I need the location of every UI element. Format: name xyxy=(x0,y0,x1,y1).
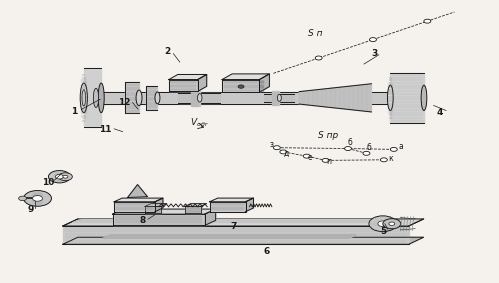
Text: п: п xyxy=(326,157,331,166)
Polygon shape xyxy=(114,202,155,212)
Polygon shape xyxy=(113,214,205,226)
Polygon shape xyxy=(113,209,216,214)
Circle shape xyxy=(363,151,370,155)
Text: б: б xyxy=(347,138,352,147)
Text: к: к xyxy=(388,154,393,163)
Circle shape xyxy=(322,158,329,162)
Polygon shape xyxy=(145,206,161,213)
Text: д: д xyxy=(283,149,288,158)
Polygon shape xyxy=(99,92,409,104)
Circle shape xyxy=(280,150,287,154)
Polygon shape xyxy=(191,89,200,106)
Polygon shape xyxy=(185,206,201,213)
Ellipse shape xyxy=(136,90,142,106)
Polygon shape xyxy=(84,68,101,127)
Text: 9: 9 xyxy=(27,205,34,214)
Polygon shape xyxy=(63,237,424,244)
Polygon shape xyxy=(198,74,207,91)
Circle shape xyxy=(390,147,397,151)
Polygon shape xyxy=(185,204,207,206)
Polygon shape xyxy=(169,74,207,80)
Text: 11: 11 xyxy=(99,125,111,134)
Circle shape xyxy=(383,219,401,229)
Text: 2: 2 xyxy=(164,48,170,56)
Text: S п: S п xyxy=(308,29,323,38)
Polygon shape xyxy=(210,198,253,202)
Text: з: з xyxy=(270,140,274,149)
Polygon shape xyxy=(114,198,163,202)
Text: 7: 7 xyxy=(231,222,237,231)
Text: 10: 10 xyxy=(42,178,54,187)
Polygon shape xyxy=(169,80,198,91)
Circle shape xyxy=(48,170,70,183)
Ellipse shape xyxy=(93,88,99,108)
Polygon shape xyxy=(178,93,220,103)
Polygon shape xyxy=(147,86,158,110)
Text: S пр: S пр xyxy=(318,131,338,140)
Polygon shape xyxy=(63,226,409,244)
Text: а: а xyxy=(399,142,404,151)
Ellipse shape xyxy=(82,90,86,106)
Polygon shape xyxy=(259,74,269,92)
Polygon shape xyxy=(272,91,279,105)
Circle shape xyxy=(18,196,26,201)
Polygon shape xyxy=(103,235,356,238)
Text: б: б xyxy=(367,143,372,152)
Polygon shape xyxy=(390,72,424,123)
Ellipse shape xyxy=(155,92,160,104)
Polygon shape xyxy=(210,202,246,212)
Circle shape xyxy=(424,19,431,23)
Polygon shape xyxy=(73,220,393,222)
Circle shape xyxy=(389,222,395,226)
Circle shape xyxy=(273,146,280,150)
Text: 12: 12 xyxy=(118,98,130,107)
Text: $V_{обт}$: $V_{обт}$ xyxy=(190,116,210,129)
Polygon shape xyxy=(125,82,139,113)
Circle shape xyxy=(303,154,310,158)
Polygon shape xyxy=(145,204,167,206)
Polygon shape xyxy=(264,94,294,102)
Ellipse shape xyxy=(98,83,104,113)
Polygon shape xyxy=(63,219,424,226)
Text: 8: 8 xyxy=(139,216,146,226)
Circle shape xyxy=(238,85,244,88)
Text: 1: 1 xyxy=(71,107,77,115)
Circle shape xyxy=(63,175,68,178)
Circle shape xyxy=(378,221,388,227)
Polygon shape xyxy=(222,80,259,92)
Circle shape xyxy=(55,174,63,179)
Text: 4: 4 xyxy=(437,108,443,117)
Ellipse shape xyxy=(421,85,427,111)
Circle shape xyxy=(32,196,42,201)
Ellipse shape xyxy=(198,94,202,102)
Text: 3: 3 xyxy=(372,49,378,58)
Ellipse shape xyxy=(277,94,281,101)
Polygon shape xyxy=(155,198,163,212)
Circle shape xyxy=(370,38,376,42)
Text: 5: 5 xyxy=(381,227,387,236)
Circle shape xyxy=(315,56,322,60)
Circle shape xyxy=(369,216,397,231)
Polygon shape xyxy=(299,84,371,112)
Polygon shape xyxy=(222,74,269,80)
Ellipse shape xyxy=(388,85,393,111)
Polygon shape xyxy=(205,209,216,226)
Ellipse shape xyxy=(80,83,87,113)
Text: е: е xyxy=(307,153,312,162)
Polygon shape xyxy=(128,185,148,198)
Circle shape xyxy=(23,190,51,206)
Polygon shape xyxy=(246,198,253,212)
Circle shape xyxy=(344,147,351,151)
Circle shape xyxy=(380,158,387,162)
Circle shape xyxy=(58,173,72,181)
Text: 6: 6 xyxy=(264,247,270,256)
